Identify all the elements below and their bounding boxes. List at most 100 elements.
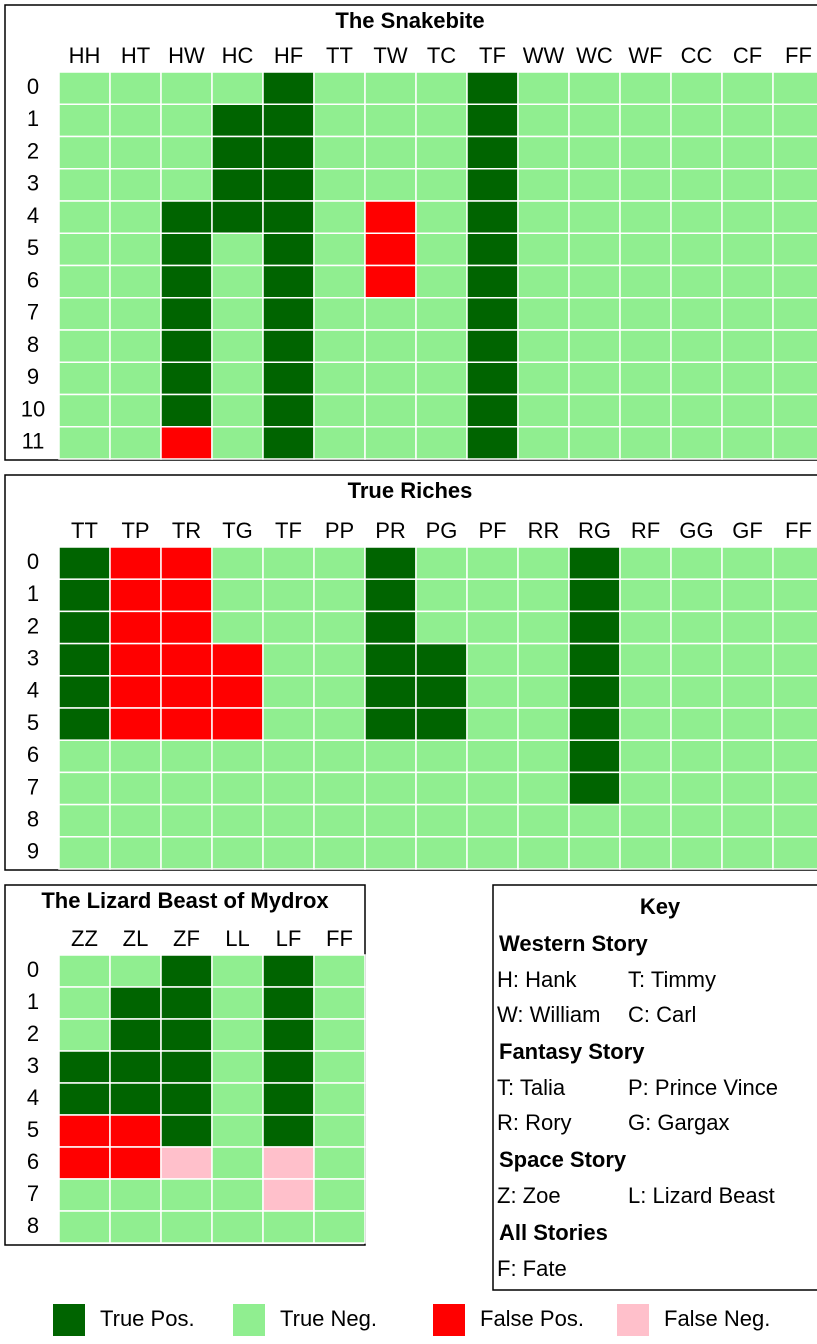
- cell: [517, 200, 570, 234]
- cell: [721, 771, 774, 806]
- column-label: TT: [326, 43, 353, 68]
- cell: [160, 836, 213, 870]
- cell: [415, 135, 468, 170]
- legend-label: True Pos.: [100, 1306, 195, 1331]
- cell: [211, 135, 264, 170]
- cell: [619, 297, 672, 331]
- cell: [160, 675, 213, 709]
- cell: [517, 739, 570, 774]
- cell: [670, 675, 723, 709]
- cell: [517, 546, 570, 580]
- cell: [313, 168, 366, 202]
- cell: [670, 361, 723, 396]
- cell: [58, 168, 111, 202]
- cell: [364, 675, 417, 709]
- row-label: 4: [27, 203, 39, 228]
- column-label: ZF: [173, 926, 200, 951]
- cell: [415, 393, 468, 428]
- cell: [568, 297, 621, 331]
- cell: [58, 426, 111, 460]
- cell: [58, 361, 111, 396]
- cell: [670, 707, 723, 741]
- column-label: TW: [373, 43, 407, 68]
- cell: [415, 361, 468, 396]
- cell: [160, 1018, 213, 1052]
- cell: [58, 135, 111, 170]
- cell: [313, 1050, 366, 1084]
- cell: [568, 103, 621, 138]
- cell: [109, 361, 162, 396]
- cell: [670, 426, 723, 460]
- cell: [721, 836, 774, 870]
- cell: [211, 1114, 264, 1148]
- cell: [160, 1178, 213, 1212]
- key-frame: [492, 884, 817, 1291]
- cell: [568, 707, 621, 741]
- cell: [313, 1146, 366, 1180]
- panel-title: The Snakebite: [335, 8, 484, 33]
- cell: [619, 329, 672, 363]
- cell: [58, 264, 111, 299]
- cell: [211, 1178, 264, 1212]
- cell: [670, 739, 723, 774]
- cell: [160, 297, 213, 331]
- cell: [109, 1210, 162, 1244]
- cell: [211, 264, 264, 299]
- row-label: 1: [27, 581, 39, 606]
- cell: [109, 707, 162, 741]
- cell: [364, 578, 417, 613]
- cell: [211, 1210, 264, 1244]
- cell: [721, 71, 774, 105]
- cell: [262, 1050, 315, 1084]
- cell: [109, 329, 162, 363]
- cell: [364, 297, 417, 331]
- key-heading: Fantasy Story: [499, 1039, 645, 1064]
- cell: [517, 71, 570, 105]
- cell: [517, 168, 570, 202]
- cell: [721, 103, 774, 138]
- cell: [772, 297, 817, 331]
- column-label: HH: [69, 43, 101, 68]
- cell: [721, 803, 774, 838]
- cell: [721, 642, 774, 677]
- row-label: 1: [27, 989, 39, 1014]
- cell: [211, 771, 264, 806]
- cell: [313, 675, 366, 709]
- cell: [619, 361, 672, 396]
- cell: [58, 642, 111, 677]
- cell: [313, 954, 366, 988]
- cell: [772, 546, 817, 580]
- cell: [721, 675, 774, 709]
- row-label: 11: [22, 429, 45, 454]
- cell: [517, 329, 570, 363]
- cell: [619, 200, 672, 234]
- row-label: 7: [27, 1181, 39, 1206]
- cell: [313, 264, 366, 299]
- cell: [211, 200, 264, 234]
- cell: [721, 426, 774, 460]
- cell: [211, 836, 264, 870]
- column-label: WW: [523, 43, 565, 68]
- column-label: TF: [479, 43, 506, 68]
- cell: [58, 578, 111, 613]
- cell: [58, 393, 111, 428]
- cell: [772, 361, 817, 396]
- cell: [262, 329, 315, 363]
- cell: [262, 393, 315, 428]
- cell: [568, 610, 621, 645]
- cell: [517, 232, 570, 267]
- cell: [109, 1050, 162, 1084]
- cell: [211, 954, 264, 988]
- cell: [313, 1018, 366, 1052]
- cell: [160, 610, 213, 645]
- column-label: FF: [785, 518, 812, 543]
- cell: [58, 1114, 111, 1148]
- cell: [568, 675, 621, 709]
- cell: [619, 739, 672, 774]
- cell: [772, 329, 817, 363]
- key-entry: C: Carl: [628, 1002, 696, 1027]
- cell: [160, 329, 213, 363]
- cell: [364, 426, 417, 460]
- cell: [772, 264, 817, 299]
- cell: [58, 232, 111, 267]
